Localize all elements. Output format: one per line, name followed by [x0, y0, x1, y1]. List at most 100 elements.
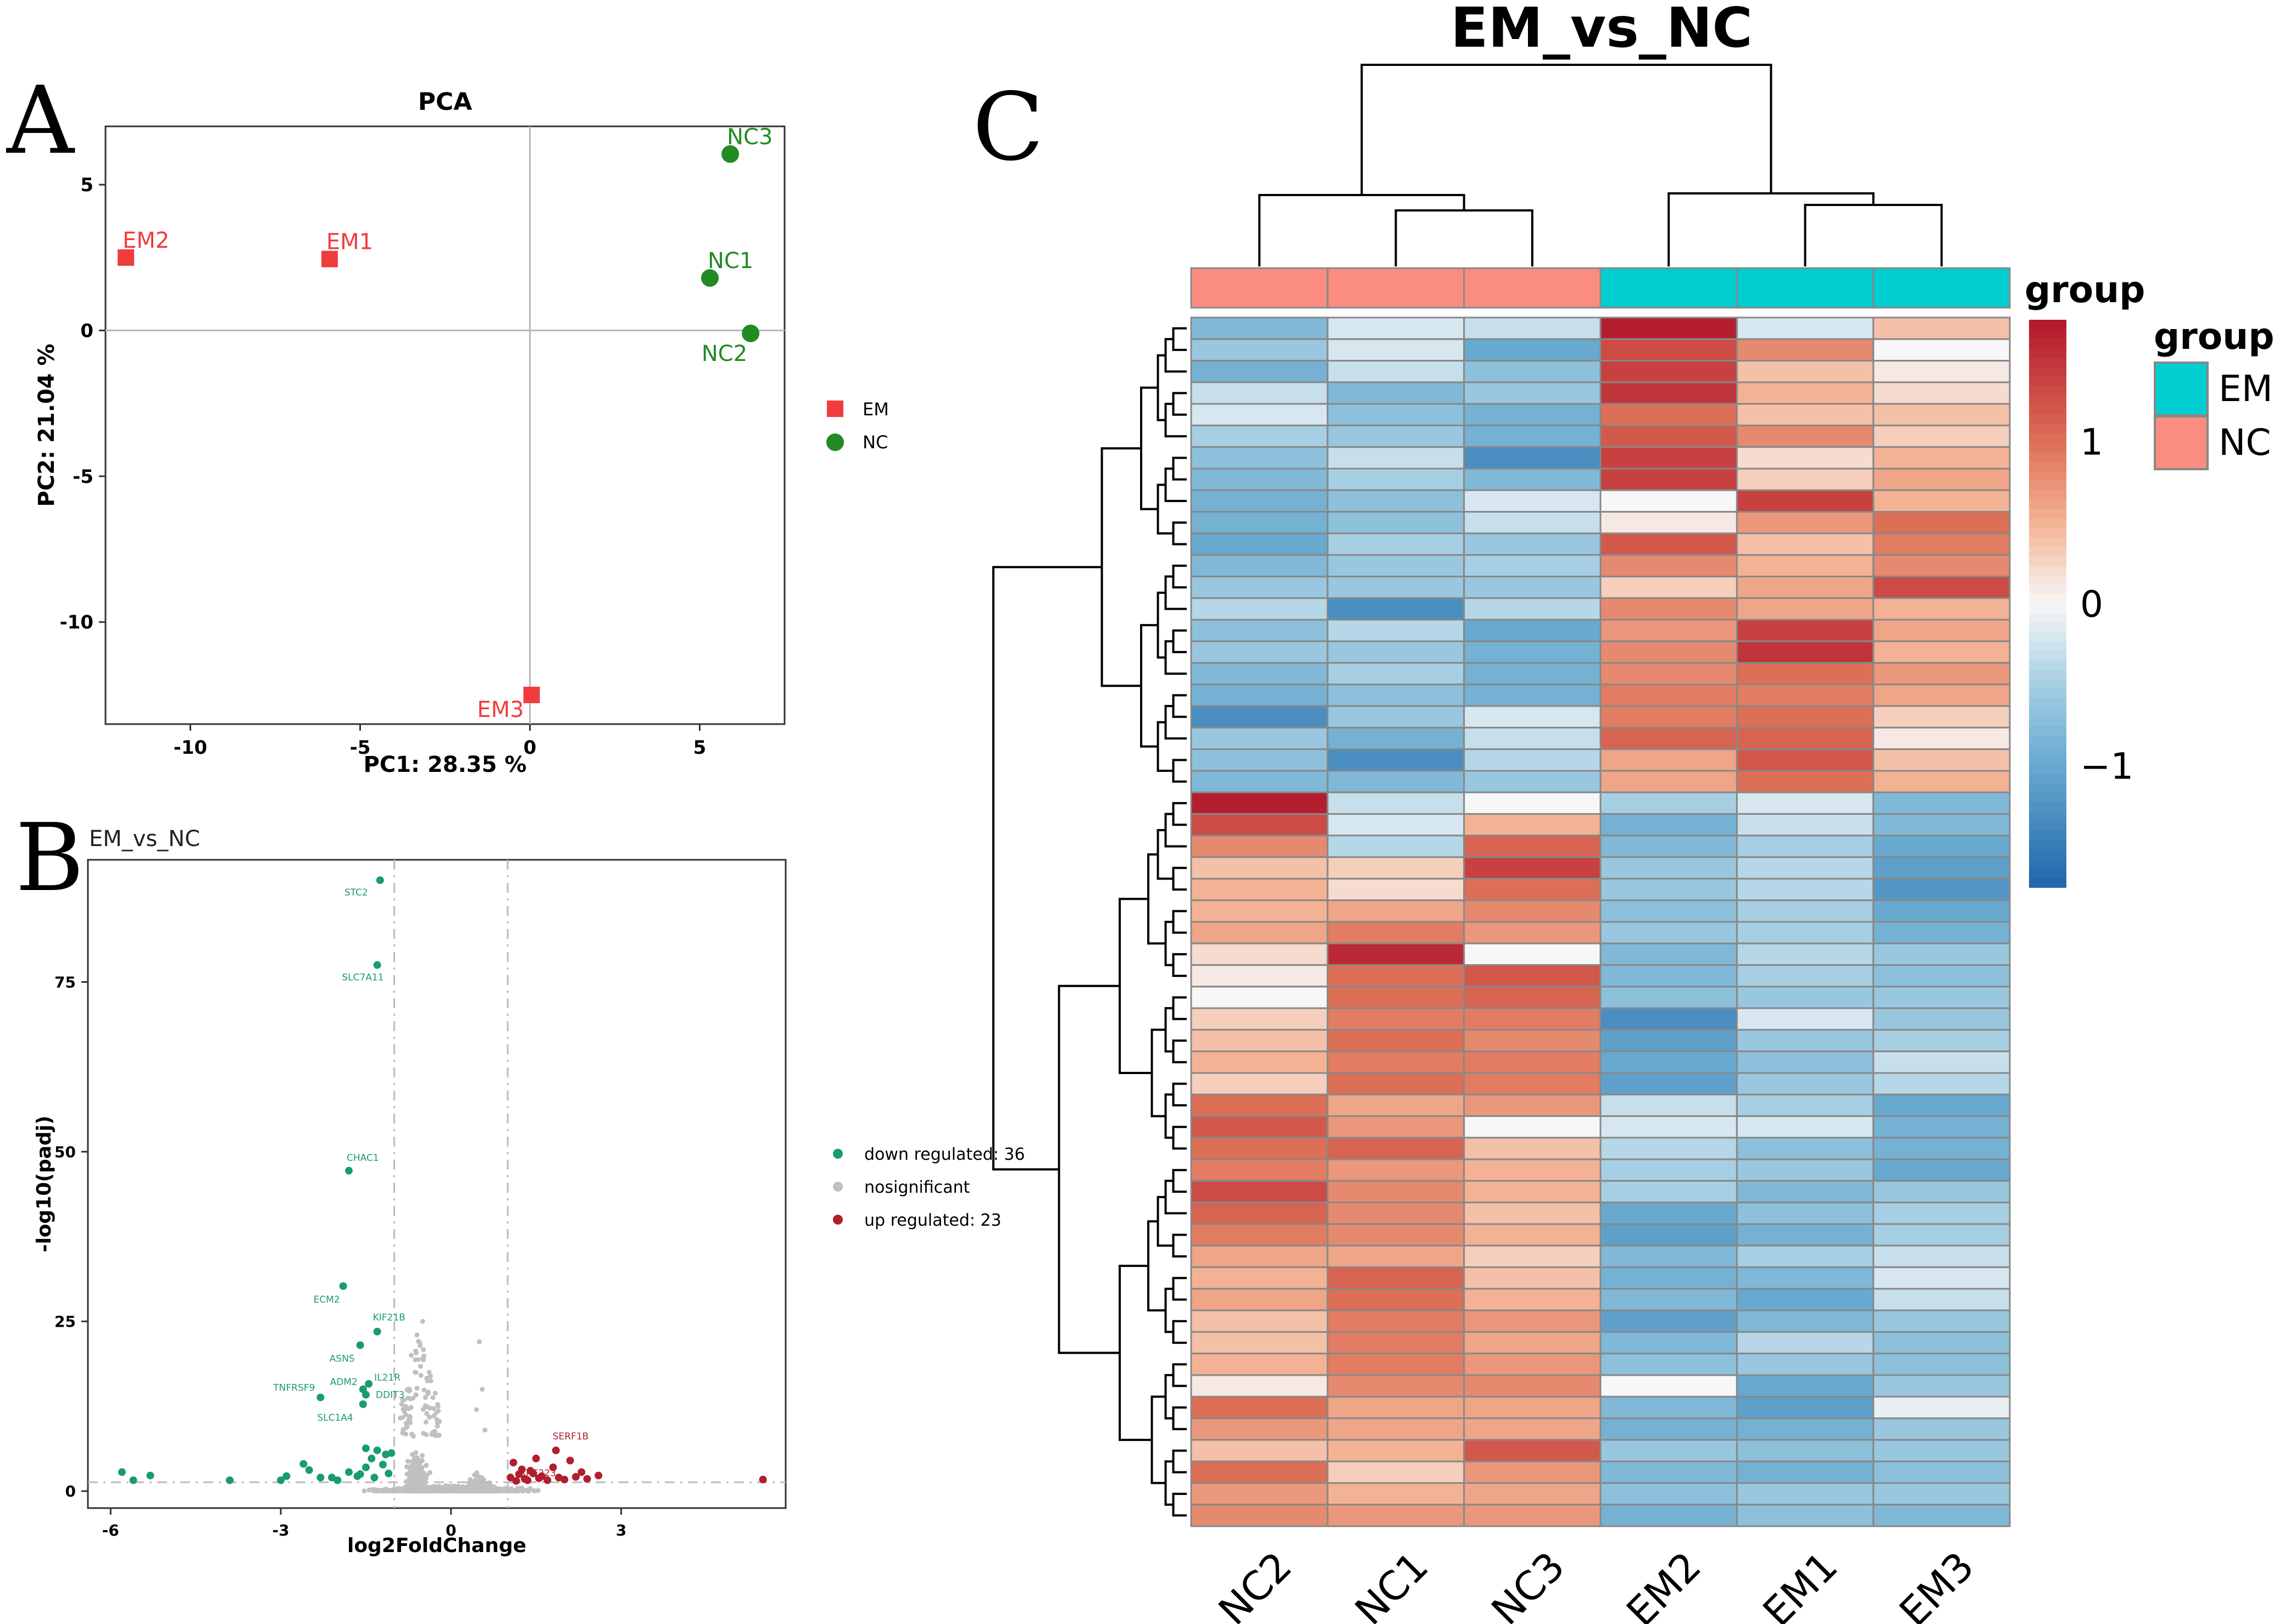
- nonsignificant-point: [423, 1420, 429, 1425]
- heatmap-cell: [1463, 575, 1602, 599]
- heatmap-cell: [1463, 1482, 1602, 1506]
- heatmap-cell: [1599, 532, 1738, 556]
- heatmap-cell: [1463, 705, 1602, 728]
- pca-point-label: NC3: [727, 124, 772, 149]
- volcano-y-tick-label: 75: [54, 973, 76, 991]
- heatmap-cell: [1599, 662, 1738, 686]
- heatmap-cell: [1326, 1417, 1465, 1441]
- row-dendrogram-link: [1164, 1374, 1174, 1420]
- heatmap-cell: [1736, 1202, 1875, 1225]
- heatmap-cell: [1190, 619, 1329, 642]
- pca-point-nc3: [721, 145, 740, 163]
- heatmap-cell: [1872, 489, 2011, 513]
- colorbar-segment: [2029, 707, 2066, 718]
- colorbar-segment: [2029, 726, 2066, 737]
- heatmap-cell: [1736, 1309, 1875, 1333]
- volcano-x-tick-label: 3: [616, 1521, 626, 1539]
- heatmap-cell: [1190, 1244, 1329, 1269]
- heatmap-cell: [1190, 1353, 1329, 1376]
- heatmap-cell: [1326, 360, 1465, 383]
- heatmap-cell: [1872, 1374, 2011, 1398]
- heatmap-cell: [1736, 1266, 1875, 1290]
- heatmap-cell: [1326, 1007, 1465, 1031]
- row-dendrogram-link: [1172, 1363, 1187, 1387]
- gene-point-kif21b: [373, 1327, 381, 1336]
- heatmap-cell: [1736, 1180, 1875, 1204]
- heatmap-cell: [1326, 1115, 1465, 1139]
- nonsignificant-point: [423, 1403, 428, 1409]
- nonsignificant-point: [422, 1478, 427, 1484]
- nonsignificant-point: [418, 1477, 424, 1483]
- down-regulated-point: [305, 1466, 313, 1474]
- heatmap-cell: [1326, 1202, 1465, 1225]
- pca-x-tick-label: -10: [174, 737, 207, 759]
- up-regulated-point: [594, 1471, 603, 1480]
- heatmap-cell: [1326, 1309, 1465, 1333]
- heatmap-cell: [1736, 1439, 1875, 1462]
- heatmap-cell: [1463, 468, 1602, 491]
- down-regulated-point: [299, 1460, 308, 1468]
- heatmap-cell: [1736, 1115, 1875, 1139]
- row-dendrogram-link: [1164, 1287, 1174, 1333]
- heatmap-cell: [1326, 1072, 1465, 1095]
- nonsignificant-point: [436, 1432, 442, 1438]
- heatmap-cell: [1326, 1093, 1465, 1117]
- group-legend-swatch-nc: [2154, 415, 2209, 470]
- heatmap-cell: [1190, 1137, 1329, 1160]
- heatmap-cell: [1326, 683, 1465, 707]
- heatmap-cell: [1190, 1007, 1329, 1031]
- nonsignificant-point: [386, 1487, 392, 1493]
- heatmap-cell: [1463, 1353, 1602, 1376]
- row-dendrogram-link: [1172, 457, 1187, 481]
- heatmap-cell: [1872, 986, 2011, 1009]
- heatmap-cell: [1599, 683, 1738, 707]
- heatmap-cell: [1872, 575, 2011, 599]
- heatmap-cell: [1326, 748, 1465, 772]
- heatmap-cell: [1872, 1115, 2011, 1139]
- heatmap-cell: [1872, 1223, 2011, 1247]
- heatmap-cell: [1190, 748, 1329, 772]
- row-dendrogram-link: [1172, 1126, 1187, 1150]
- gene-label: SERF1B: [553, 1431, 589, 1442]
- up-regulated-point: [566, 1456, 574, 1465]
- heatmap-cell: [1872, 511, 2011, 535]
- colorbar-segment: [2029, 585, 2066, 595]
- heatmap-cell: [1872, 1395, 2011, 1420]
- heatmap-cell: [1872, 468, 2011, 491]
- heatmap-cell: [1736, 532, 1875, 556]
- heatmap-cell: [1599, 1093, 1738, 1117]
- up-regulated-point: [518, 1465, 526, 1473]
- gene-point-slc1a4: [359, 1400, 367, 1408]
- heatmap-cell: [1872, 640, 2011, 664]
- pca-title: PCA: [418, 88, 473, 116]
- nonsignificant-point: [421, 1431, 426, 1436]
- up-regulated-point: [759, 1476, 767, 1484]
- colorbar-segment: [2029, 442, 2066, 453]
- heatmap-cell: [1736, 554, 1875, 577]
- heatmap-cell: [1190, 532, 1329, 556]
- down-regulated-point: [373, 1446, 381, 1454]
- heatmap-cell: [1326, 662, 1465, 686]
- gene-point-il21r: [365, 1380, 373, 1388]
- heatmap-cell: [1326, 856, 1465, 880]
- heatmap-cell: [1736, 1417, 1875, 1441]
- volcano-y-tick-label: 25: [54, 1312, 76, 1331]
- row-dendrogram-link: [1172, 629, 1187, 653]
- heatmap-cell: [1190, 899, 1329, 923]
- heatmap-cell: [1736, 964, 1875, 988]
- heatmap-cell: [1736, 403, 1875, 426]
- heatmap-cell: [1463, 813, 1602, 837]
- heatmap-cell: [1872, 662, 2011, 686]
- colorbar-segment: [2029, 357, 2066, 368]
- row-dendrogram-link: [1172, 1233, 1187, 1258]
- down-regulated-point: [344, 1468, 353, 1476]
- nonsignificant-point: [362, 1488, 367, 1494]
- row-dendrogram-link: [1172, 759, 1187, 783]
- down-regulated-point: [379, 1460, 387, 1469]
- heatmap-cell: [1463, 1374, 1602, 1398]
- heatmap-cell: [1872, 921, 2011, 944]
- nonsignificant-point: [474, 1407, 479, 1412]
- row-dendrogram-link: [1119, 1265, 1152, 1441]
- pca-point-label: EM2: [123, 228, 169, 253]
- heatmap-cell: [1326, 338, 1465, 362]
